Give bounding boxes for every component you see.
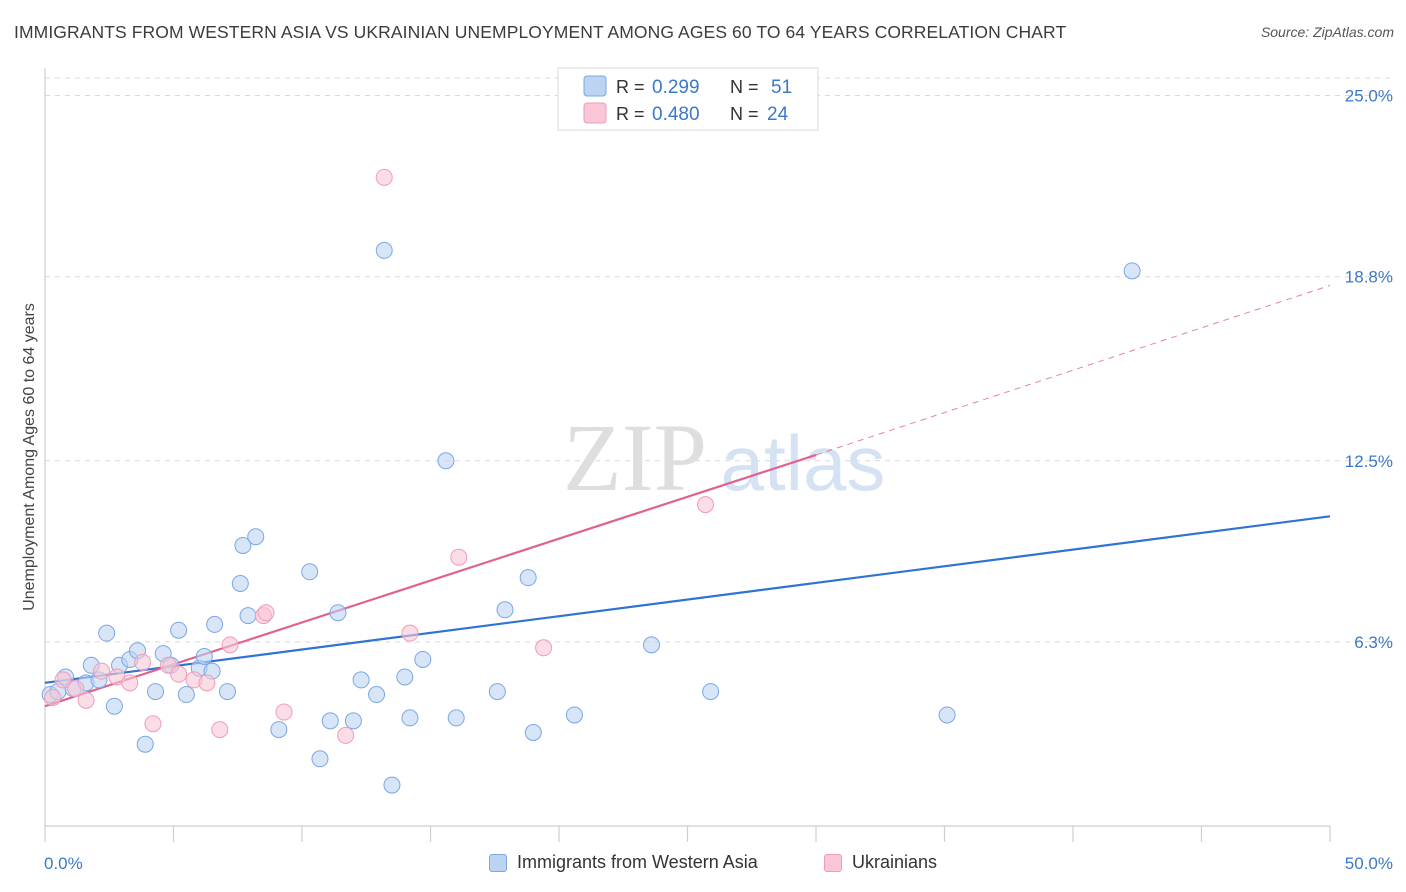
ukrainians-point bbox=[170, 665, 188, 683]
legend-blue-r-value: 0.299 bbox=[652, 77, 700, 98]
western-asia-point bbox=[329, 604, 347, 622]
legend-swatch-blue bbox=[489, 853, 507, 872]
ukrainians-point bbox=[44, 688, 62, 706]
watermark-atlas: atlas bbox=[721, 419, 886, 507]
legend-top: R = 0.299 N = 51 R = 0.480 N = 24 bbox=[557, 67, 819, 131]
western-asia-point bbox=[270, 721, 288, 739]
legend-item-ukrainians: Ukrainians bbox=[824, 852, 937, 873]
western-asia-point bbox=[105, 697, 123, 715]
western-asia-point bbox=[234, 537, 252, 554]
ukrainians-point bbox=[121, 674, 139, 692]
western-asia-point bbox=[519, 569, 537, 587]
legend-blue-swatch bbox=[583, 75, 607, 97]
y-axis-label: Unemployment Among Ages 60 to 64 years bbox=[21, 303, 38, 611]
western-asia-point bbox=[218, 683, 236, 701]
ukrainians-point bbox=[134, 653, 152, 671]
western-asia-point bbox=[643, 636, 661, 654]
legend-pink-n-value: 24 bbox=[767, 104, 789, 125]
western-asia-point bbox=[98, 624, 116, 642]
legend-bottom: Immigrants from Western Asia Ukrainians bbox=[0, 852, 1406, 878]
western-asia-point bbox=[368, 686, 386, 704]
western-asia-point bbox=[565, 706, 583, 724]
western-asia-point bbox=[301, 563, 319, 581]
western-asia-point bbox=[344, 712, 362, 730]
x-tick-label: 50.0% bbox=[1345, 854, 1393, 873]
western-asia-point bbox=[177, 686, 195, 704]
western-asia-trendline bbox=[44, 515, 1331, 684]
x-tick-label: 0.0% bbox=[44, 854, 83, 873]
legend-label-western-asia: Immigrants from Western Asia bbox=[517, 852, 758, 872]
ukrainians-point bbox=[54, 671, 72, 689]
legend-blue-r-label: R = bbox=[616, 77, 645, 97]
ukrainians-point bbox=[67, 680, 85, 698]
ukrainians-point bbox=[221, 636, 239, 654]
western-asia-point bbox=[239, 607, 257, 625]
western-asia-point bbox=[437, 452, 455, 470]
chart-title: IMMIGRANTS FROM WESTERN ASIA VS UKRAINIA… bbox=[14, 22, 1067, 42]
ukrainians-point bbox=[77, 691, 95, 709]
western-asia-point bbox=[414, 650, 432, 668]
western-asia-point bbox=[447, 709, 465, 727]
western-asia-point bbox=[375, 241, 393, 259]
western-asia-point bbox=[938, 706, 956, 724]
western-asia-point bbox=[247, 528, 265, 546]
western-asia-point bbox=[147, 683, 165, 701]
ukrainians-point bbox=[198, 674, 216, 692]
ukrainians-point bbox=[144, 715, 162, 733]
legend-swatch-pink bbox=[824, 853, 842, 872]
ukrainians-point bbox=[211, 721, 229, 739]
western-asia-point bbox=[1123, 262, 1141, 280]
ukrainians-point bbox=[93, 662, 111, 680]
legend-pink-r-value: 0.480 bbox=[652, 104, 700, 125]
gridlines bbox=[45, 77, 1395, 643]
western-asia-point bbox=[170, 621, 188, 639]
legend-item-western-asia: Immigrants from Western Asia bbox=[489, 852, 758, 873]
ukrainians-point bbox=[375, 168, 393, 186]
y-tick-label: 18.8% bbox=[1345, 268, 1393, 287]
ukrainians-point bbox=[696, 496, 714, 514]
western-asia-point bbox=[206, 615, 224, 633]
legend-label-ukrainians: Ukrainians bbox=[852, 852, 938, 872]
ukrainians-point bbox=[257, 604, 275, 622]
western-asia-point bbox=[231, 574, 249, 592]
western-asia-point bbox=[396, 668, 414, 686]
western-asia-point bbox=[311, 750, 329, 768]
western-asia-point bbox=[496, 601, 514, 619]
ukrainians-point bbox=[337, 726, 355, 744]
ukrainians-point bbox=[450, 548, 468, 566]
legend-blue-n-value: 51 bbox=[771, 77, 792, 98]
western-asia-point bbox=[488, 683, 506, 701]
legend-blue-n-label: N = bbox=[730, 77, 759, 97]
source-label: Source: ZipAtlas.com bbox=[1260, 24, 1394, 40]
western-asia-point bbox=[401, 709, 419, 727]
tick-labels: 6.3% 12.5% 18.8% 25.0% 0.0% 50.0% bbox=[44, 87, 1393, 873]
ukrainians-trendline-extension bbox=[815, 284, 1331, 456]
legend-pink-r-label: R = bbox=[616, 104, 645, 124]
ukrainians-point bbox=[401, 624, 419, 642]
legend-pink-swatch bbox=[583, 102, 607, 124]
y-tick-label: 12.5% bbox=[1345, 452, 1393, 471]
western-asia-point bbox=[383, 776, 401, 794]
watermark-zip: ZIP bbox=[563, 404, 707, 511]
western-asia-point bbox=[524, 724, 542, 741]
western-asia-point bbox=[702, 683, 720, 701]
ukrainians-point bbox=[535, 639, 553, 657]
ukrainians-point bbox=[275, 703, 293, 721]
legend-pink-n-label: N = bbox=[730, 104, 759, 124]
western-asia-point bbox=[195, 648, 213, 666]
y-tick-label: 6.3% bbox=[1354, 633, 1393, 652]
western-asia-point bbox=[136, 735, 154, 753]
y-tick-label: 25.0% bbox=[1345, 87, 1393, 106]
data-points bbox=[41, 168, 1141, 794]
western-asia-point bbox=[352, 671, 370, 689]
western-asia-point bbox=[321, 712, 339, 730]
